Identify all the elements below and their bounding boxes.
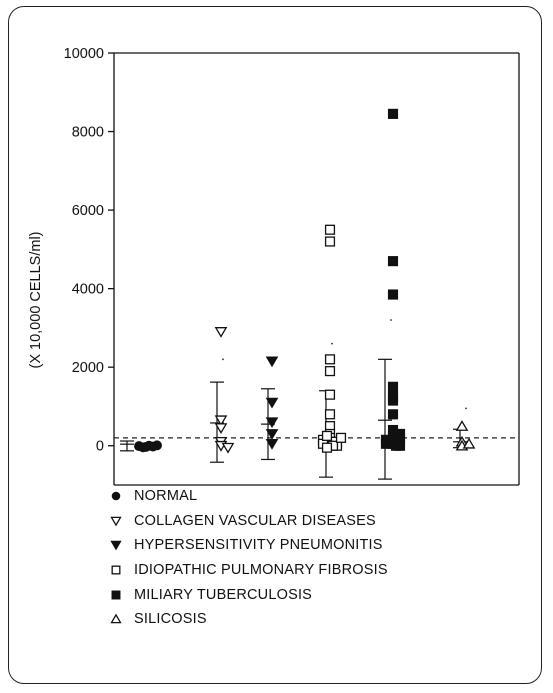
legend-label: MILIARY TUBERCULOSIS xyxy=(134,586,313,603)
legend-marker xyxy=(110,613,122,624)
figure-frame xyxy=(8,6,542,684)
data-point xyxy=(324,389,336,400)
data-point xyxy=(214,415,228,427)
data-point xyxy=(387,381,399,392)
y-tick-label: 4000 xyxy=(72,282,104,298)
data-point xyxy=(455,420,469,431)
y-axis-label: (X 10,000 CELLS/ml) xyxy=(28,231,44,368)
filled-circle-icon xyxy=(111,492,121,501)
data-point xyxy=(387,108,399,119)
data-point xyxy=(324,224,336,235)
data-point xyxy=(387,256,399,267)
data-point xyxy=(324,354,336,365)
data-point xyxy=(265,356,279,368)
data-point xyxy=(324,366,336,377)
error-bars xyxy=(120,319,467,480)
max-marker xyxy=(222,358,224,361)
data-point xyxy=(384,436,396,447)
data-point xyxy=(324,409,336,420)
data-point xyxy=(265,417,279,429)
data-point xyxy=(138,442,148,453)
legend-label: HYPERSENSITIVITY PNEUMONITIS xyxy=(134,537,383,554)
legend-label: COLLAGEN VASCULAR DISEASES xyxy=(134,512,376,529)
legend-marker xyxy=(111,590,121,600)
data-point xyxy=(462,437,476,449)
data-point xyxy=(265,429,279,440)
open-triangle-down-icon xyxy=(110,516,122,527)
legend-item-ipf: IDIOPATHIC PULMONARY FIBROSIS xyxy=(108,558,528,583)
legend-marker xyxy=(111,565,121,575)
legend-marker xyxy=(111,492,121,501)
max-marker xyxy=(390,319,392,321)
legend-item-hypersensitivity: HYPERSENSITIVITY PNEUMONITIS xyxy=(108,533,528,558)
y-tick-label: 6000 xyxy=(72,203,104,219)
legend-label: SILICOSIS xyxy=(134,611,207,628)
chart-axes: 0 2000 4000 6000 8000 10000 xyxy=(64,46,520,486)
data-point xyxy=(324,236,336,247)
y-tick-label: 0 xyxy=(96,439,104,455)
data-point xyxy=(335,432,347,443)
data-point xyxy=(387,395,399,406)
legend-item-collagen: COLLAGEN VASCULAR DISEASES xyxy=(108,509,528,534)
y-tick-label: 10000 xyxy=(64,46,104,62)
data-point xyxy=(214,423,228,435)
data-point xyxy=(265,438,279,450)
max-marker xyxy=(465,407,467,410)
legend-marker xyxy=(110,541,122,551)
open-triangle-up-icon xyxy=(110,613,122,624)
data-point xyxy=(265,397,279,409)
legend-label: NORMAL xyxy=(134,488,198,505)
max-marker xyxy=(331,342,333,345)
data-point xyxy=(221,442,235,454)
y-tick-label: 2000 xyxy=(72,360,104,376)
legend-item-normal: NORMAL xyxy=(108,484,528,509)
filled-square-icon xyxy=(111,590,121,600)
data-point xyxy=(387,289,399,300)
open-square-icon xyxy=(111,565,121,575)
data-point xyxy=(152,440,162,451)
data-point xyxy=(321,442,333,453)
data-point xyxy=(214,327,228,338)
legend-item-silicosis: SILICOSIS xyxy=(108,607,528,632)
y-tick-label: 8000 xyxy=(72,125,104,141)
data-point xyxy=(321,430,333,441)
filled-triangle-down-icon xyxy=(110,541,122,551)
legend: NORMAL COLLAGEN VASCULAR DISEASES HYPERS… xyxy=(108,484,528,632)
legend-label: IDIOPATHIC PULMONARY FIBROSIS xyxy=(134,562,388,579)
data-points xyxy=(134,108,476,454)
legend-item-miliary-tb: MILIARY TUBERCULOSIS xyxy=(108,582,528,607)
legend-marker xyxy=(110,516,122,527)
data-point xyxy=(387,409,399,420)
